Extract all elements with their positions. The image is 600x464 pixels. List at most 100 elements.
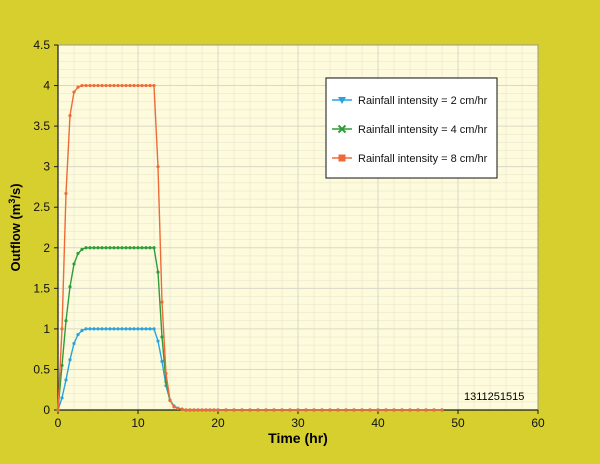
data-point bbox=[232, 408, 236, 412]
data-point bbox=[140, 83, 144, 88]
data-point bbox=[156, 270, 160, 274]
square-marker-icon bbox=[338, 154, 346, 162]
data-point bbox=[60, 327, 64, 331]
data-point bbox=[88, 327, 92, 331]
data-point bbox=[128, 83, 132, 88]
data-point bbox=[352, 408, 356, 412]
data-point bbox=[116, 327, 120, 331]
data-point bbox=[108, 83, 112, 88]
y-tick-label: 3.5 bbox=[33, 119, 50, 133]
data-point bbox=[416, 408, 420, 412]
data-point bbox=[72, 341, 76, 346]
data-point bbox=[400, 408, 404, 412]
data-point bbox=[120, 327, 124, 331]
y-tick-label: 0 bbox=[43, 403, 50, 417]
data-point bbox=[96, 246, 100, 250]
x-tick-label: 0 bbox=[55, 416, 62, 430]
x-axis-label: Time (hr) bbox=[268, 430, 328, 446]
data-point bbox=[120, 246, 124, 250]
data-point bbox=[440, 408, 444, 412]
x-tick-label: 20 bbox=[211, 416, 225, 430]
data-point bbox=[216, 408, 220, 412]
data-point bbox=[80, 83, 84, 88]
data-point bbox=[328, 408, 332, 412]
data-point bbox=[184, 408, 188, 412]
data-point bbox=[208, 408, 212, 412]
data-point bbox=[296, 408, 300, 412]
data-point bbox=[368, 408, 372, 412]
data-point bbox=[224, 408, 228, 412]
data-point bbox=[64, 191, 68, 196]
data-point bbox=[204, 408, 208, 412]
legend-label: Rainfall intensity = 2 cm/hr bbox=[358, 95, 488, 107]
data-point bbox=[96, 83, 100, 88]
data-point bbox=[92, 327, 96, 331]
data-point bbox=[88, 83, 92, 88]
y-axis-label: Outflow (m3/s) bbox=[7, 183, 23, 271]
y-axis-label-suffix: /s) bbox=[8, 183, 23, 198]
data-point bbox=[116, 83, 120, 88]
x-tick-label: 60 bbox=[531, 416, 545, 430]
data-point bbox=[196, 408, 200, 412]
y-tick-label: 1.5 bbox=[33, 281, 50, 295]
data-point bbox=[384, 408, 388, 412]
data-point bbox=[156, 165, 160, 169]
data-point bbox=[112, 83, 116, 88]
data-point bbox=[124, 83, 128, 88]
data-point bbox=[92, 246, 96, 250]
data-point bbox=[140, 246, 144, 250]
x-tick-label: 40 bbox=[371, 416, 385, 430]
data-point bbox=[432, 408, 436, 412]
y-tick-label: 4.5 bbox=[33, 38, 50, 52]
legend-label: Rainfall intensity = 4 cm/hr bbox=[358, 124, 488, 136]
data-point bbox=[408, 408, 412, 412]
data-point bbox=[104, 246, 108, 250]
data-point bbox=[104, 83, 108, 88]
x-tick-label: 10 bbox=[131, 416, 145, 430]
data-point bbox=[344, 408, 348, 412]
data-point bbox=[176, 406, 180, 410]
data-point bbox=[160, 335, 164, 339]
y-tick-label: 3 bbox=[43, 160, 50, 174]
y-tick-label: 2 bbox=[43, 241, 50, 255]
data-point bbox=[96, 327, 100, 331]
x-tick-label: 50 bbox=[451, 416, 465, 430]
data-point bbox=[424, 408, 428, 412]
data-point bbox=[112, 246, 116, 250]
data-point bbox=[72, 90, 76, 94]
data-point bbox=[108, 246, 112, 250]
data-point bbox=[80, 328, 84, 333]
y-axis-label-superscript: 3 bbox=[7, 199, 17, 204]
legend-entry: Rainfall intensity = 8 cm/hr bbox=[332, 153, 488, 165]
series-3 bbox=[56, 83, 444, 412]
legend-entry: Rainfall intensity = 4 cm/hr bbox=[332, 124, 488, 136]
data-point bbox=[212, 408, 216, 412]
data-point bbox=[272, 408, 276, 412]
data-point bbox=[304, 408, 308, 412]
data-point bbox=[164, 371, 168, 376]
data-point bbox=[112, 327, 116, 331]
data-point bbox=[376, 408, 380, 412]
data-point bbox=[392, 408, 396, 412]
data-point bbox=[152, 246, 156, 250]
data-point bbox=[64, 378, 68, 382]
data-point bbox=[84, 83, 88, 88]
data-point bbox=[60, 396, 64, 400]
data-point bbox=[152, 327, 156, 331]
data-point bbox=[132, 246, 136, 250]
data-point bbox=[144, 327, 148, 331]
data-point bbox=[124, 246, 128, 250]
series-layer bbox=[56, 83, 444, 412]
data-point bbox=[240, 408, 244, 412]
data-point bbox=[108, 327, 112, 331]
data-point bbox=[192, 408, 196, 412]
data-point bbox=[84, 246, 88, 250]
data-point bbox=[104, 327, 108, 331]
data-point bbox=[88, 246, 92, 250]
data-point bbox=[360, 408, 364, 412]
data-point bbox=[68, 358, 72, 362]
data-point bbox=[136, 327, 140, 331]
data-point bbox=[160, 300, 164, 304]
